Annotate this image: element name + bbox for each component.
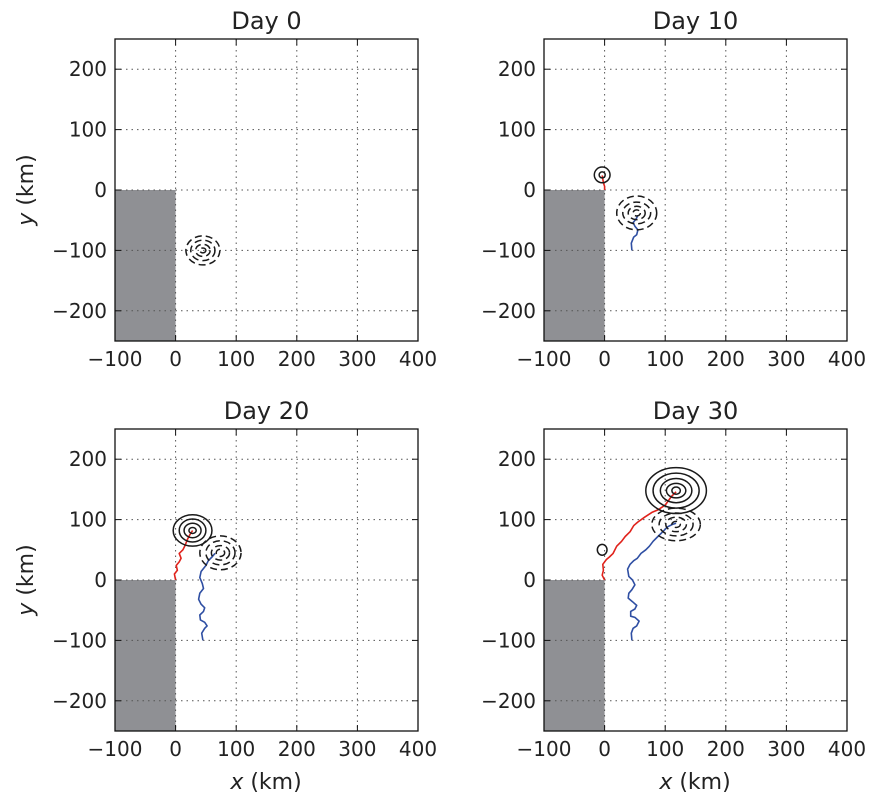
negative-contour — [190, 239, 216, 262]
y-tick-label: 200 — [69, 57, 107, 81]
x-tick-label: 200 — [707, 737, 745, 761]
y-tick-label: 0 — [523, 178, 536, 202]
anticyclone-track-line — [197, 552, 216, 641]
x-tick-label: 300 — [338, 737, 376, 761]
y-tick-label: 100 — [498, 508, 536, 532]
negative-contour — [185, 235, 221, 266]
y-tick-label: 100 — [498, 118, 536, 142]
y-tick-label: −200 — [481, 689, 536, 713]
anticyclone-track-line — [630, 215, 639, 251]
y-tick-label: 200 — [498, 57, 536, 81]
positive-contour — [645, 466, 708, 515]
negative-contour — [671, 520, 682, 529]
x-label-right: x (km) — [658, 770, 730, 795]
anticyclone-track-line — [626, 522, 677, 641]
y-tick-label: 100 — [69, 118, 107, 142]
negative-contour — [215, 548, 226, 558]
x-label-left: x (km) — [229, 770, 301, 795]
negative-contour — [632, 209, 642, 217]
x-tick-label: 400 — [399, 737, 437, 761]
y-tick-label: 100 — [69, 508, 107, 532]
y-tick-label: −100 — [52, 238, 107, 262]
y-tick-label: −200 — [481, 299, 536, 323]
positive-contour — [598, 171, 606, 179]
x-tick-label: 0 — [169, 737, 182, 761]
x-tick-label: 400 — [828, 737, 866, 761]
panel-3: −100 0 100 200 300 400 200 100 0 −100 −200 Day 20 — [52, 397, 437, 761]
positive-contour — [596, 543, 608, 556]
x-tick-label: −100 — [88, 737, 143, 761]
y-tick-label: 0 — [94, 568, 107, 592]
x-tick-label: 300 — [767, 737, 805, 761]
x-tick-label: 400 — [828, 347, 866, 371]
negative-contour — [615, 195, 658, 231]
y-tick-label: −100 — [481, 238, 536, 262]
negative-contour — [194, 243, 211, 258]
land-mask — [544, 580, 605, 731]
positive-contour — [665, 482, 687, 499]
y-tick-label: −100 — [481, 628, 536, 652]
x-tick-label: 100 — [646, 737, 684, 761]
positive-contour — [659, 477, 693, 504]
cyclone-track-line — [173, 530, 194, 581]
negative-contour — [651, 507, 702, 542]
x-tick-label: 0 — [598, 347, 611, 371]
positive-contour — [593, 166, 611, 184]
negative-contour — [658, 512, 694, 537]
positive-contour — [172, 514, 213, 547]
y-tick-label: 0 — [94, 178, 107, 202]
positive-contour — [178, 518, 207, 543]
y-tick-label: 200 — [69, 447, 107, 471]
panel-title: Day 0 — [231, 7, 301, 35]
land-mask — [115, 190, 176, 341]
x-tick-label: 400 — [399, 347, 437, 371]
panel-4: −100 0 100 200 300 400 200 100 0 −100 −200 Day 30 — [481, 397, 866, 761]
x-tick-label: −100 — [517, 737, 572, 761]
x-tick-label: 200 — [278, 737, 316, 761]
y-tick-label: 0 — [523, 568, 536, 592]
x-tick-label: 300 — [767, 347, 805, 371]
positive-contour — [652, 472, 700, 509]
y-tick-label: −200 — [52, 299, 107, 323]
negative-contour — [622, 201, 652, 225]
x-tick-label: 200 — [707, 347, 745, 371]
negative-contour — [199, 535, 242, 571]
x-tick-label: 100 — [217, 737, 255, 761]
positive-contour — [188, 526, 197, 535]
y-tick-label: −200 — [52, 689, 107, 713]
y-tick-label: −100 — [52, 628, 107, 652]
x-tick-label: 300 — [338, 347, 376, 371]
panel-2: −100 0 100 200 300 400 200 100 0 −100 −200 Day 10 — [481, 7, 866, 371]
x-tick-label: 200 — [278, 347, 316, 371]
negative-contour — [665, 516, 688, 533]
panel-1: −100 0 100 200 300 400 200 100 0 −100 −200 Day 0 — [52, 7, 437, 371]
negative-contour — [199, 247, 207, 254]
x-tick-label: −100 — [517, 347, 572, 371]
panel-title: Day 10 — [653, 7, 739, 35]
y-label-bottom: y (km) — [14, 544, 39, 616]
x-tick-label: −100 — [88, 347, 143, 371]
positive-contour — [183, 522, 202, 539]
y-label-top: y (km) — [14, 154, 39, 226]
negative-contour — [627, 205, 646, 221]
x-tick-label: 100 — [646, 347, 684, 371]
panel-title: Day 20 — [224, 397, 310, 425]
negative-contour — [205, 539, 236, 566]
x-tick-label: 100 — [217, 347, 255, 371]
x-tick-label: 0 — [169, 347, 182, 371]
panel-title: Day 30 — [653, 397, 739, 425]
land-mask — [544, 190, 605, 341]
negative-contour — [210, 544, 231, 561]
x-tick-label: 0 — [598, 737, 611, 761]
positive-contour — [671, 486, 682, 495]
land-mask — [115, 580, 176, 731]
y-tick-label: 200 — [498, 447, 536, 471]
cyclone-track-line — [601, 491, 677, 581]
